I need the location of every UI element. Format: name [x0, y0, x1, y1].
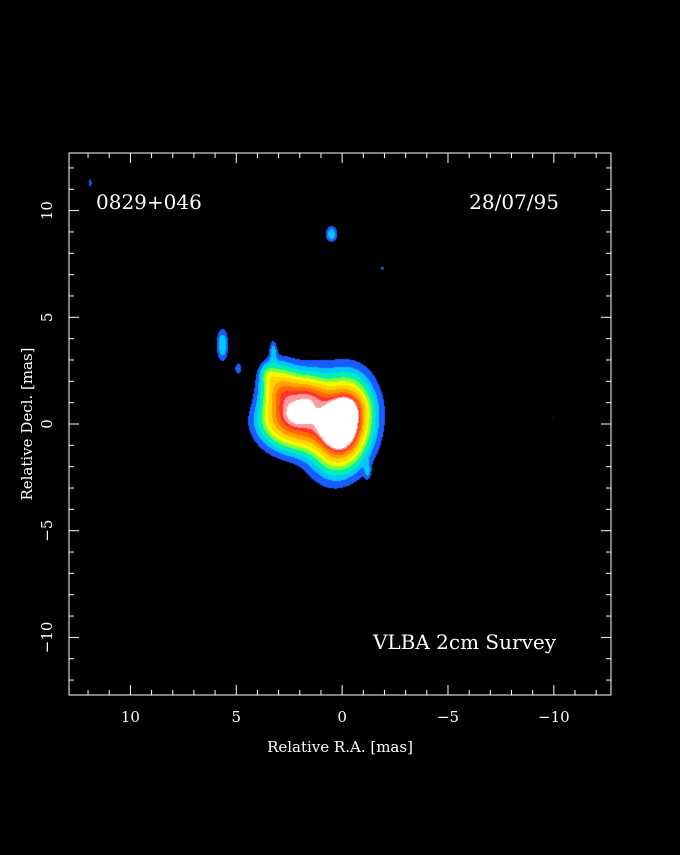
x-tick-label: −10 — [538, 708, 570, 726]
y-tick-label: 0 — [38, 419, 56, 429]
x-axis-label: Relative R.A. [mas] — [267, 738, 413, 756]
source-name-label: 0829+046 — [96, 190, 202, 214]
axis-ticks — [69, 153, 611, 695]
y-tick-label: 10 — [38, 201, 56, 220]
x-tick-label: 10 — [121, 708, 140, 726]
y-tick-label: −5 — [38, 520, 56, 542]
emission-heatmap — [69, 153, 611, 695]
y-axis-label: Relative Decl. [mas] — [18, 347, 36, 500]
x-tick-label: 5 — [231, 708, 241, 726]
y-tick-label: 5 — [38, 313, 56, 323]
x-tick-label: 0 — [337, 708, 347, 726]
x-tick-label: −5 — [437, 708, 459, 726]
tick-labels: 10 5 0 −5 −10 10 5 0 −5 −10 — [38, 201, 570, 726]
survey-name-label: VLBA 2cm Survey — [372, 630, 557, 654]
observation-date-label: 28/07/95 — [469, 190, 559, 214]
plot-frame — [68, 152, 612, 696]
y-tick-label: −10 — [38, 622, 56, 654]
